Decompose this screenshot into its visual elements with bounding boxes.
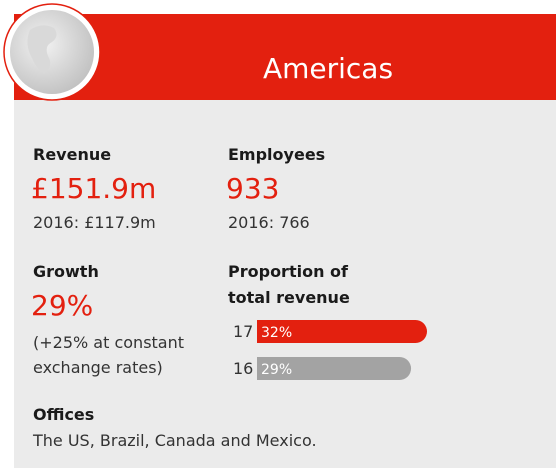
bar-year: 16 [233,359,253,378]
header-band [14,14,556,100]
stat-value: £151.9m [31,172,156,205]
stat-value: 933 [226,172,279,205]
stat-note: 2016: 766 [228,213,310,232]
globe-icon [10,10,94,94]
stat-label: Revenue [33,145,111,164]
proportion-label: Proportion of [228,262,349,281]
title: Americas [263,52,393,85]
offices-label: Offices [33,405,94,424]
bar [257,357,412,380]
panel [14,100,556,468]
stat-note: (+25% at constant [33,333,184,352]
proportion-label: total revenue [228,288,350,307]
stat-label: Employees [228,145,325,164]
stat-label: Growth [33,262,99,281]
stat-value: 29% [31,289,93,322]
stat-note: 2016: £117.9m [33,213,156,232]
bar-label: 29% [261,362,292,378]
globe-land [27,25,57,74]
stat-note: exchange rates) [33,358,163,377]
offices-text: The US, Brazil, Canada and Mexico. [32,431,317,450]
bar-label: 32% [261,325,292,341]
bar [257,320,427,343]
bar-year: 17 [233,322,253,341]
